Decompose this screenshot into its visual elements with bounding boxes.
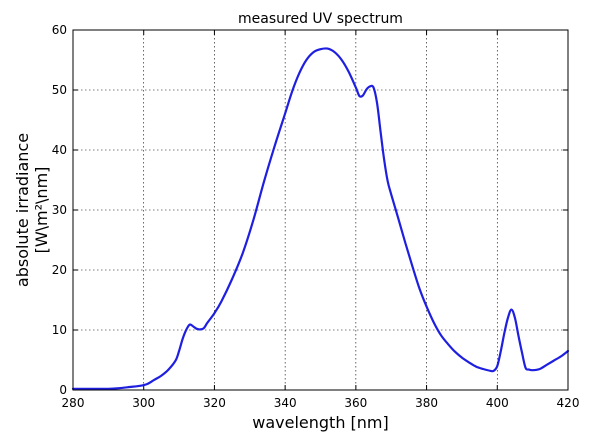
y-tick-label: 60 — [52, 23, 67, 37]
y-axis-label-line1: absolute irradiance — [13, 133, 32, 287]
y-tick-label: 50 — [52, 83, 67, 97]
chart-title: measured UV spectrum — [238, 11, 403, 27]
plot-frame — [72, 29, 569, 391]
x-tick-label: 320 — [203, 396, 226, 410]
y-axis-ticks: 0 10 20 30 40 50 60 — [52, 23, 568, 397]
x-tick-label: 400 — [486, 396, 509, 410]
y-axis-label-line2: [W\m²\nm] — [32, 167, 51, 254]
x-tick-label: 360 — [344, 396, 367, 410]
x-tick-label: 280 — [62, 396, 85, 410]
x-tick-label: 300 — [132, 396, 155, 410]
y-tick-label: 0 — [59, 383, 67, 397]
y-tick-label: 10 — [52, 323, 67, 337]
x-tick-label: 380 — [415, 396, 438, 410]
grid-lines — [73, 30, 568, 390]
y-tick-label: 40 — [52, 143, 67, 157]
x-tick-label: 340 — [274, 396, 297, 410]
x-axis-label: wavelength [nm] — [252, 413, 389, 432]
x-axis-ticks: 280 300 320 340 360 380 400 420 — [62, 30, 580, 410]
spectrum-line — [71, 47, 570, 390]
y-tick-label: 20 — [52, 263, 67, 277]
x-tick-label: 420 — [557, 396, 580, 410]
y-tick-label: 30 — [52, 203, 67, 217]
